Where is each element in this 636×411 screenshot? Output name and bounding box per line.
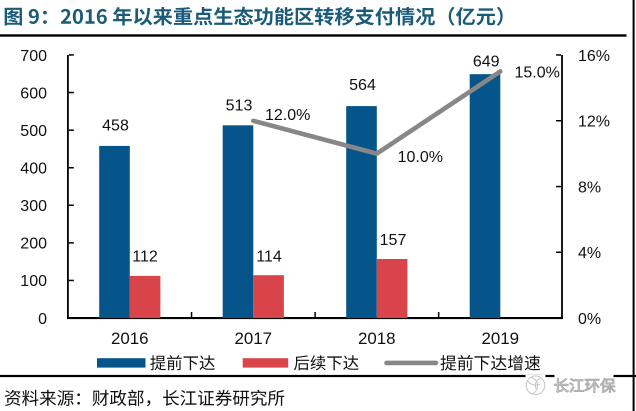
- svg-text:16%: 16%: [578, 48, 610, 65]
- svg-text:400: 400: [20, 161, 47, 178]
- svg-text:100: 100: [20, 273, 47, 290]
- svg-text:114: 114: [256, 249, 282, 266]
- svg-text:2019: 2019: [482, 329, 520, 348]
- svg-text:0: 0: [38, 311, 47, 328]
- svg-text:2016: 2016: [111, 329, 149, 348]
- svg-text:15.0%: 15.0%: [515, 65, 560, 82]
- svg-text:12%: 12%: [578, 114, 610, 131]
- svg-text:4%: 4%: [578, 245, 601, 262]
- svg-text:564: 564: [349, 77, 376, 94]
- svg-text:458: 458: [102, 117, 129, 134]
- svg-text:157: 157: [380, 232, 407, 249]
- svg-text:700: 700: [20, 48, 47, 65]
- svg-text:200: 200: [20, 236, 47, 253]
- svg-text:600: 600: [20, 85, 47, 102]
- svg-text:8%: 8%: [578, 179, 601, 196]
- svg-text:649: 649: [473, 53, 500, 70]
- svg-text:12.0%: 12.0%: [265, 107, 310, 124]
- svg-text:513: 513: [226, 97, 253, 114]
- svg-text:112: 112: [132, 248, 158, 265]
- svg-text:500: 500: [20, 123, 47, 140]
- svg-text:0%: 0%: [578, 311, 601, 328]
- svg-text:2018: 2018: [358, 329, 396, 348]
- svg-text:2017: 2017: [235, 329, 273, 348]
- svg-text:300: 300: [20, 198, 47, 215]
- svg-text:10.0%: 10.0%: [398, 149, 443, 166]
